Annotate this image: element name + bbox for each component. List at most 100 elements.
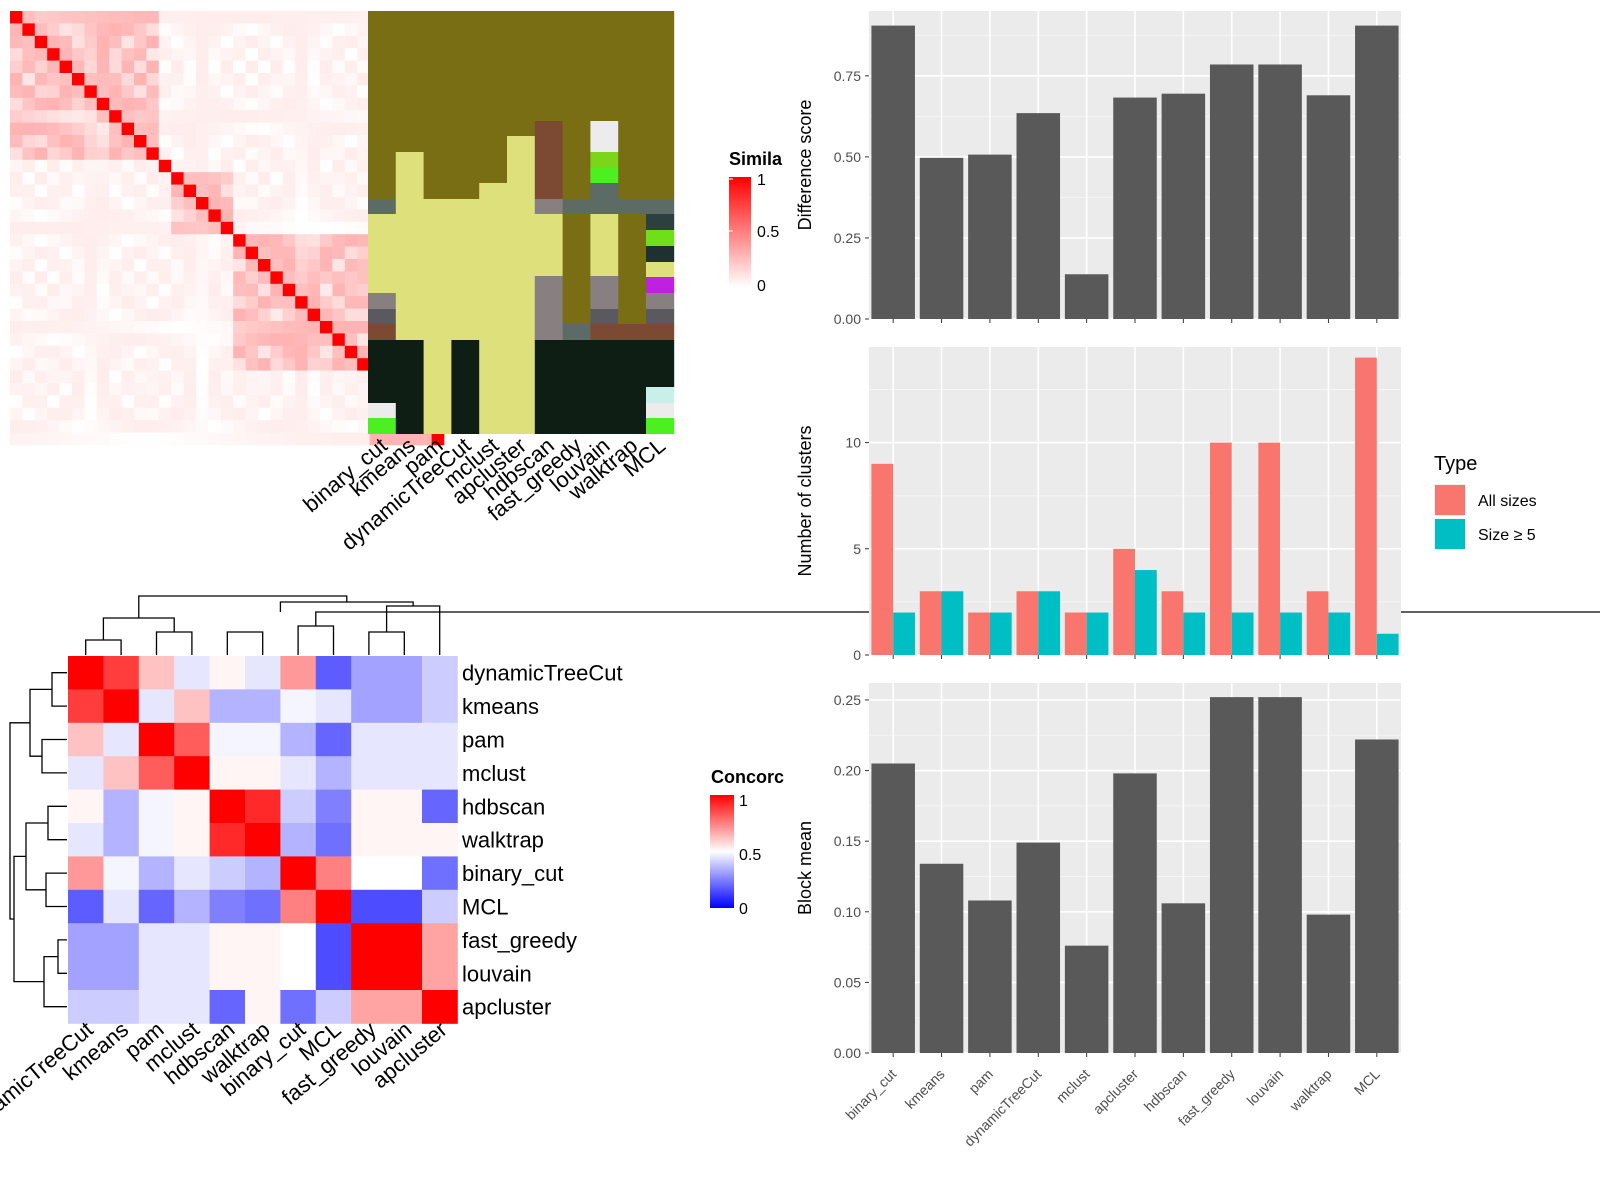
similarity-cell (10, 147, 23, 161)
similarity-cell (332, 358, 346, 371)
similarity-cell (22, 420, 36, 433)
concordance-cell (422, 823, 458, 857)
similarity-cell (146, 407, 160, 421)
similarity-cell (183, 420, 197, 433)
similarity-cell (183, 407, 197, 421)
similarity-cell (233, 271, 246, 285)
similarity-cell (47, 383, 60, 396)
similarity-cell (109, 110, 122, 123)
similarity-cell (258, 358, 271, 371)
similarity-cell (158, 159, 172, 173)
similarity-cell (134, 407, 147, 421)
similarity-cell (344, 122, 358, 136)
y-axis-title: Number of clusters (795, 425, 815, 576)
similarity-cell (34, 221, 48, 235)
similarity-cell (208, 184, 222, 198)
bar-size-ge-5 (1231, 612, 1254, 655)
concordance-cell (103, 722, 140, 757)
similarity-cell (220, 296, 234, 309)
similarity-legend-tick: 1 (757, 172, 766, 189)
similarity-cell (47, 209, 60, 223)
similarity-cell (295, 395, 308, 409)
dendrogram-branch (9, 722, 30, 920)
similarity-cell (320, 283, 333, 297)
legend-label: All sizes (1478, 493, 1537, 510)
similarity-cell (270, 122, 284, 136)
similarity-cell (34, 395, 48, 409)
similarity-cell (22, 259, 36, 272)
similarity-cell (270, 333, 284, 347)
similarity-cell (282, 11, 296, 24)
similarity-cell (258, 23, 271, 37)
concordance-cell (245, 990, 281, 1024)
annotation-cell (618, 199, 647, 214)
similarity-cell (84, 209, 98, 223)
bar (1064, 945, 1109, 1053)
similarity-cell (233, 345, 246, 359)
similarity-cell (10, 159, 23, 173)
similarity-cell (233, 122, 246, 136)
similarity-cell (109, 97, 122, 111)
similarity-cell (134, 159, 147, 173)
similarity-cell (121, 234, 135, 247)
similarity-cell (295, 221, 308, 235)
similarity-cell (59, 159, 73, 173)
similarity-cell (196, 110, 209, 123)
similarity-cell (233, 135, 246, 148)
similarity-cell (208, 407, 222, 421)
similarity-cell (146, 122, 160, 136)
annotation-cell (507, 136, 536, 434)
similarity-cell (134, 333, 147, 347)
similarity-cell (208, 147, 222, 161)
similarity-cell (34, 407, 48, 421)
similarity-cell (59, 358, 73, 371)
annotation-cell (479, 183, 508, 434)
similarity-cell (22, 110, 36, 123)
similarity-cell (84, 110, 98, 123)
similarity-cell (34, 97, 48, 111)
similarity-cell (258, 73, 271, 86)
similarity-cell (84, 197, 98, 210)
concordance-cell (280, 789, 317, 824)
annotation-cell (451, 11, 480, 199)
similarity-cell (270, 159, 284, 173)
legend-swatch (1435, 519, 1465, 549)
y-tick-label: 0.00 (834, 311, 861, 327)
similarity-cell (332, 85, 346, 99)
similarity-cell (208, 48, 222, 61)
similarity-cell (134, 147, 147, 161)
similarity-cell (208, 122, 222, 136)
similarity-cell (109, 147, 122, 161)
similarity-cell (47, 420, 60, 433)
similarity-cell (22, 271, 36, 285)
similarity-cell (10, 85, 23, 99)
similarity-cell (96, 209, 110, 223)
dendrogram-branch (85, 639, 122, 655)
y-tick-label: 0.15 (834, 833, 861, 849)
similarity-cell (72, 110, 85, 123)
similarity-cell (183, 172, 197, 185)
similarity-cell (158, 221, 172, 235)
similarity-cell (258, 321, 271, 334)
similarity-cell (258, 97, 271, 111)
similarity-cell (270, 73, 284, 86)
bar (1113, 773, 1157, 1053)
similarity-cell (109, 11, 122, 24)
similarity-cell (134, 184, 147, 198)
similarity-cell (72, 184, 85, 198)
similarity-cell (10, 35, 23, 49)
similarity-cell (208, 23, 222, 37)
similarity-cell (96, 246, 110, 260)
similarity-cell (196, 85, 209, 99)
similarity-cell (258, 246, 271, 260)
concordance-cell (351, 789, 387, 824)
similarity-cell (295, 420, 308, 433)
number-of-clusters-chart: 0 5 10 Number of clusters Type All sizes Size … (795, 347, 1537, 663)
similarity-cell (22, 172, 36, 185)
y-tick-label: 0.75 (834, 68, 861, 84)
annotation-cell (590, 183, 619, 214)
similarity-cell (282, 333, 296, 347)
similarity-cell (134, 246, 147, 260)
similarity-cell (183, 159, 197, 173)
similarity-cell (34, 172, 48, 185)
